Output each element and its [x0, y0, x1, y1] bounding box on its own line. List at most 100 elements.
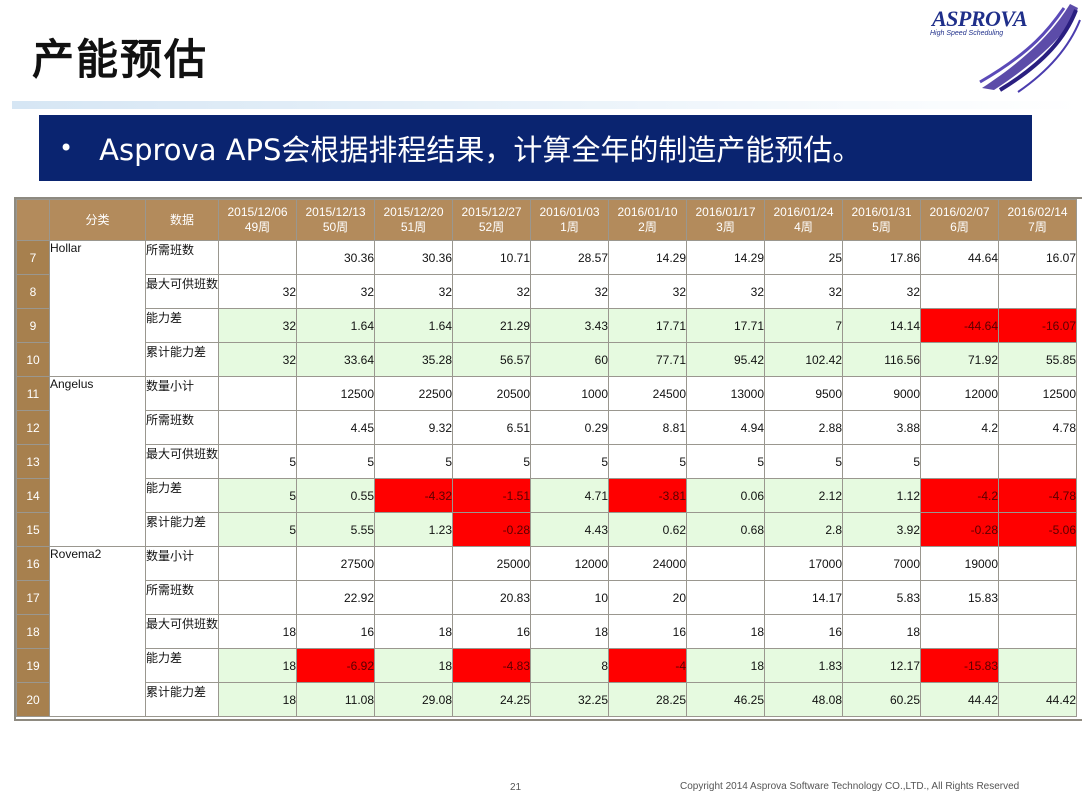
data-label-cell[interactable]: 能力差	[144, 478, 220, 513]
value-cell[interactable]: 35.28	[374, 342, 454, 377]
value-cell[interactable]: -4.83	[452, 648, 532, 683]
data-label-cell[interactable]: 能力差	[144, 648, 220, 683]
value-cell[interactable]: 18	[842, 614, 922, 649]
value-cell[interactable]: 18	[530, 614, 610, 649]
value-cell[interactable]: 14.29	[608, 240, 688, 275]
value-cell[interactable]: 55.85	[998, 342, 1078, 377]
value-cell[interactable]: 28.25	[608, 682, 688, 717]
value-cell[interactable]: 18	[374, 614, 454, 649]
value-cell[interactable]	[920, 614, 1000, 649]
data-label-cell[interactable]: 所需班数	[144, 410, 220, 445]
category-cell[interactable]: Angelus	[49, 376, 146, 547]
data-label-cell[interactable]: 最大可供班数	[144, 444, 220, 479]
value-cell[interactable]: 32	[296, 274, 376, 309]
value-cell[interactable]: 16.07	[998, 240, 1078, 275]
value-cell[interactable]: -4.2	[920, 478, 1000, 513]
value-cell[interactable]: 32	[218, 342, 298, 377]
value-cell[interactable]: 5	[608, 444, 688, 479]
value-cell[interactable]: 20	[608, 580, 688, 615]
value-cell[interactable]	[998, 274, 1078, 309]
value-cell[interactable]: 5	[218, 444, 298, 479]
value-cell[interactable]: 17000	[764, 546, 844, 581]
value-cell[interactable]: 48.08	[764, 682, 844, 717]
value-cell[interactable]: 1.64	[374, 308, 454, 343]
value-cell[interactable]: 32	[842, 274, 922, 309]
value-cell[interactable]: 5	[842, 444, 922, 479]
value-cell[interactable]: 12.17	[842, 648, 922, 683]
value-cell[interactable]: 19000	[920, 546, 1000, 581]
value-cell[interactable]: 12500	[998, 376, 1078, 411]
value-cell[interactable]: 17.71	[608, 308, 688, 343]
value-cell[interactable]: 5	[218, 512, 298, 547]
value-cell[interactable]: 9500	[764, 376, 844, 411]
value-cell[interactable]: 0.06	[686, 478, 766, 513]
value-cell[interactable]: 32	[764, 274, 844, 309]
value-cell[interactable]: 20.83	[452, 580, 532, 615]
value-cell[interactable]	[374, 546, 454, 581]
value-cell[interactable]: 1000	[530, 376, 610, 411]
header-date-col[interactable]: 2016/02/07 6周	[920, 199, 1000, 241]
value-cell[interactable]: 28.57	[530, 240, 610, 275]
value-cell[interactable]: 32	[686, 274, 766, 309]
value-cell[interactable]: 4.71	[530, 478, 610, 513]
value-cell[interactable]: 5	[374, 444, 454, 479]
value-cell[interactable]: 24500	[608, 376, 688, 411]
row-number[interactable]: 19	[16, 648, 50, 683]
data-label-cell[interactable]: 数量小计	[144, 546, 220, 581]
data-label-cell[interactable]: 累计能力差	[144, 512, 220, 547]
value-cell[interactable]: 1.64	[296, 308, 376, 343]
value-cell[interactable]: 16	[296, 614, 376, 649]
value-cell[interactable]: 32	[218, 308, 298, 343]
row-number[interactable]: 12	[16, 410, 50, 445]
value-cell[interactable]	[218, 240, 298, 275]
value-cell[interactable]: 12000	[920, 376, 1000, 411]
header-date-col[interactable]: 2016/01/24 4周	[764, 199, 844, 241]
value-cell[interactable]: 10	[530, 580, 610, 615]
value-cell[interactable]: 29.08	[374, 682, 454, 717]
data-label-cell[interactable]: 能力差	[144, 308, 220, 343]
value-cell[interactable]: 32	[452, 274, 532, 309]
row-number[interactable]: 14	[16, 478, 50, 513]
data-label-cell[interactable]: 最大可供班数	[144, 274, 220, 309]
value-cell[interactable]	[686, 546, 766, 581]
header-date-col[interactable]: 2016/01/10 2周	[608, 199, 688, 241]
value-cell[interactable]: 3.92	[842, 512, 922, 547]
value-cell[interactable]: 30.36	[296, 240, 376, 275]
value-cell[interactable]: 18	[218, 682, 298, 717]
data-label-cell[interactable]: 累计能力差	[144, 342, 220, 377]
value-cell[interactable]	[998, 546, 1078, 581]
value-cell[interactable]: 32	[608, 274, 688, 309]
value-cell[interactable]: 1.83	[764, 648, 844, 683]
value-cell[interactable]	[218, 376, 298, 411]
value-cell[interactable]: -4.78	[998, 478, 1078, 513]
value-cell[interactable]	[218, 410, 298, 445]
value-cell[interactable]: 13000	[686, 376, 766, 411]
value-cell[interactable]: 18	[218, 648, 298, 683]
category-cell[interactable]: Hollar	[49, 240, 146, 377]
value-cell[interactable]: 4.2	[920, 410, 1000, 445]
value-cell[interactable]: -3.81	[608, 478, 688, 513]
value-cell[interactable]: 10.71	[452, 240, 532, 275]
header-date-col[interactable]: 2015/12/27 52周	[452, 199, 532, 241]
value-cell[interactable]: 6.51	[452, 410, 532, 445]
value-cell[interactable]: 24.25	[452, 682, 532, 717]
value-cell[interactable]: 18	[374, 648, 454, 683]
value-cell[interactable]: 0.55	[296, 478, 376, 513]
data-label-cell[interactable]: 最大可供班数	[144, 614, 220, 649]
value-cell[interactable]: 14.17	[764, 580, 844, 615]
value-cell[interactable]: 5	[452, 444, 532, 479]
header-date-col[interactable]: 2016/01/31 5周	[842, 199, 922, 241]
value-cell[interactable]: 3.43	[530, 308, 610, 343]
header-data[interactable]: 数据	[144, 199, 220, 241]
row-number[interactable]: 7	[16, 240, 50, 275]
value-cell[interactable]: 9000	[842, 376, 922, 411]
row-number[interactable]: 8	[16, 274, 50, 309]
value-cell[interactable]: 2.8	[764, 512, 844, 547]
header-date-col[interactable]: 2015/12/06 49周	[218, 199, 298, 241]
value-cell[interactable]: 2.12	[764, 478, 844, 513]
value-cell[interactable]: -1.51	[452, 478, 532, 513]
value-cell[interactable]: 27500	[296, 546, 376, 581]
value-cell[interactable]	[998, 648, 1078, 683]
data-label-cell[interactable]: 所需班数	[144, 580, 220, 615]
value-cell[interactable]: 5	[296, 444, 376, 479]
